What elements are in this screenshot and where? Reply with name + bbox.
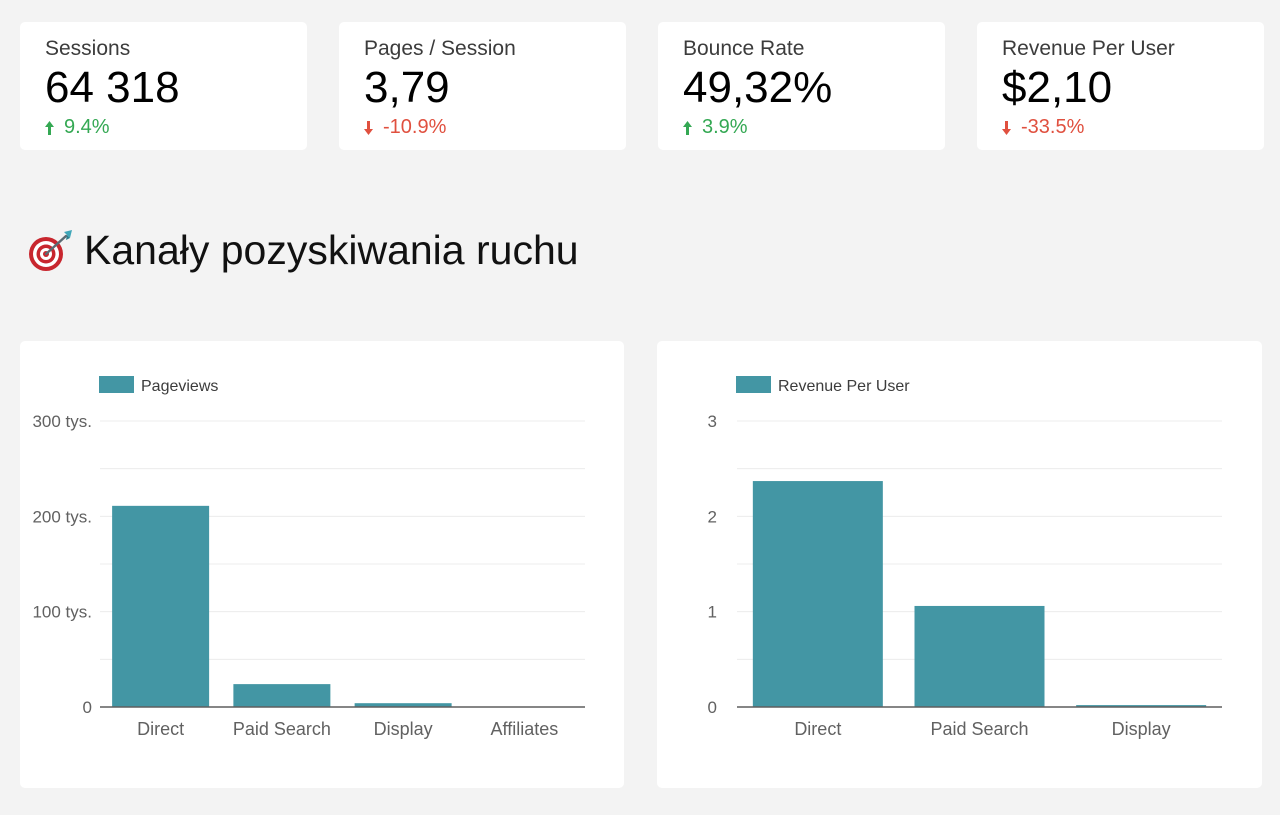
kpi-label: Bounce Rate [683,37,805,60]
kpi-value: 64 318 [45,63,180,112]
kpi-delta-text: -33.5% [1021,116,1085,138]
arrow-down-icon [364,121,373,135]
kpi-card-bounce-rate[interactable]: Bounce Rate 49,32% 3.9% [658,22,945,150]
legend-label: Revenue Per User [778,378,910,395]
kpi-delta: 9.4% [45,115,282,139]
y-tick-label: 0 [83,698,92,717]
kpi-delta: -33.5% [1002,115,1239,139]
pageviews-chart: 0 100 tys. 200 tys. 300 tys. Direct Paid Sear… [32,376,585,739]
kpi-delta: -10.9% [364,115,601,139]
y-tick-label: 200 tys. [32,507,92,526]
arrow-up-icon [45,121,54,135]
kpi-card-sessions[interactable]: Sessions 64 318 9.4% [20,22,307,150]
bar-paid-search[interactable] [914,605,1045,707]
x-tick-label: Display [1112,719,1171,739]
legend-swatch [736,376,771,393]
x-tick-label: Display [374,719,433,739]
kpi-delta-text: 3.9% [702,116,748,138]
bar-display[interactable] [1076,705,1207,707]
kpi-value: $2,10 [1002,63,1113,112]
kpi-delta: 3.9% [683,115,920,139]
bar-display[interactable] [354,703,452,707]
kpi-label: Revenue Per User [1002,37,1175,60]
y-tick-label: 2 [708,507,717,526]
y-tick-label: 100 tys. [32,603,92,622]
x-tick-label: Direct [137,719,184,739]
kpi-delta-text: -10.9% [383,116,447,138]
kpi-label: Pages / Session [364,37,516,60]
legend-swatch [99,376,134,393]
arrow-up-icon [683,121,692,135]
legend-label: Pageviews [141,378,218,395]
bar-direct[interactable] [752,481,883,707]
y-tick-label: 0 [708,698,717,717]
bar-direct[interactable] [112,505,210,707]
y-tick-label: 1 [708,603,717,622]
pageviews-chart-panel: 0 100 tys. 200 tys. 300 tys. Direct Paid Sear… [20,341,624,788]
kpi-card-pages-per-session[interactable]: Pages / Session 3,79 -10.9% [339,22,626,150]
kpi-value: 3,79 [364,63,450,112]
x-tick-label: Paid Search [233,719,331,739]
section-heading: Kanały pozyskiwania ruchu [26,222,579,278]
kpi-delta-text: 9.4% [64,116,110,138]
x-tick-label: Affiliates [491,719,559,739]
target-icon [29,230,72,271]
section-title: Kanały pozyskiwania ruchu [84,226,579,273]
revenue-per-user-chart-panel: 0 1 2 3 Direct Paid Search Display Revenue Per … [657,341,1262,788]
bar-paid-search[interactable] [233,684,331,707]
y-tick-label: 3 [708,412,717,431]
arrow-down-icon [1002,121,1011,135]
kpi-card-revenue-per-user[interactable]: Revenue Per User $2,10 -33.5% [977,22,1264,150]
y-tick-label: 300 tys. [32,412,92,431]
kpi-value: 49,32% [683,63,833,112]
x-tick-label: Paid Search [930,719,1028,739]
kpi-label: Sessions [45,37,131,60]
x-tick-label: Direct [794,719,841,739]
revenue-per-user-chart: 0 1 2 3 Direct Paid Search Display Revenue Per … [708,376,1222,739]
